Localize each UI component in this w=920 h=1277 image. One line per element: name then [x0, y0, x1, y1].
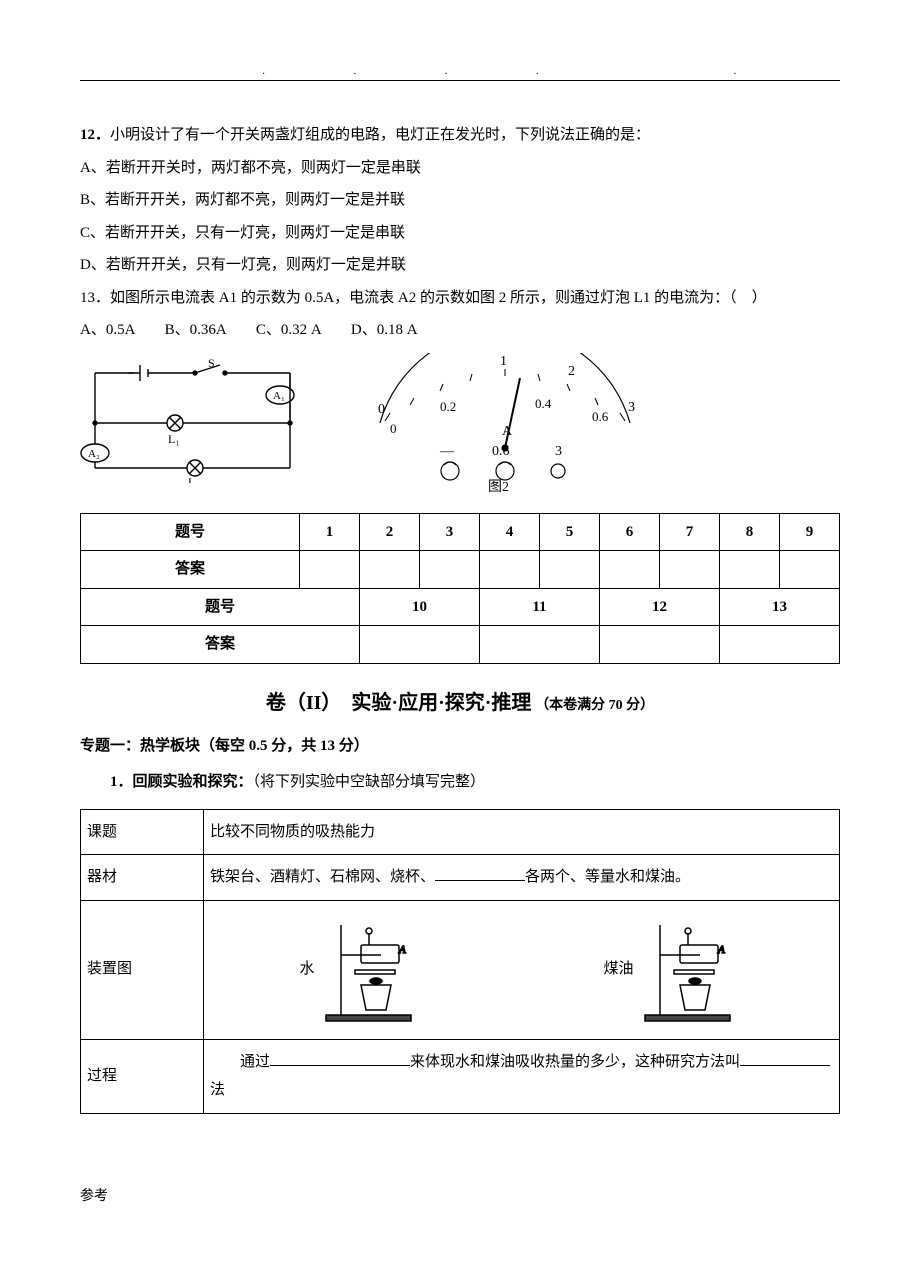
dial-scale-0a: 0: [378, 402, 385, 417]
ag-c7: 7: [659, 513, 719, 551]
blank-1: [435, 865, 525, 881]
q12-text: 小明设计了有一个开关两盏灯组成的电路，电灯正在发光时，下列说法正确的是：: [110, 127, 650, 143]
exp-r3-label: 装置图: [81, 900, 204, 1039]
exp-r1-label: 课题: [81, 809, 204, 855]
dial-lower-3: 3: [555, 444, 562, 459]
q12-choice-d: D、若断开开关，只有一灯亮，则两灯一定是并联: [80, 251, 840, 280]
apparatus-left-icon: A: [321, 915, 431, 1025]
exp-r4-label: 过程: [81, 1039, 204, 1113]
ag-c5: 5: [539, 513, 599, 551]
exp-r4-suffix: 法: [210, 1082, 225, 1098]
apparatus-right-label: 煤油: [603, 955, 633, 984]
ag-r4-label: 答案: [81, 626, 360, 664]
q13-choices: A、0.5A B、0.36A C、0.32 A D、0.18 A: [80, 316, 840, 345]
ag-r3-label: 题号: [81, 588, 360, 626]
q1-tail: （将下列实验中空缺部分填写完整）: [253, 774, 486, 790]
q1-number: 1．: [110, 774, 133, 790]
figure-row: S A₁ A₂ L₁ L₂: [80, 353, 840, 493]
dial-a-label: A: [502, 424, 513, 439]
dial-mid-06: 0.6: [592, 409, 609, 424]
topic1-q1: 1．回顾实验和探究：（将下列实验中空缺部分填写完整）: [80, 768, 840, 797]
exp-r2-label: 器材: [81, 855, 204, 901]
q13-number: 13．: [80, 290, 110, 306]
exp-r2-suffix: 各两个、等量水和煤油。: [525, 869, 690, 885]
ammeter1-label: A₁: [273, 390, 285, 402]
dial-lower-06: 0.6: [492, 444, 510, 459]
svg-text:A: A: [398, 944, 406, 956]
ag-r1-label: 题号: [81, 513, 300, 551]
section2-sub: （本卷满分 70 分）: [535, 698, 654, 713]
ag-c8: 8: [719, 513, 779, 551]
q12-choice-b: B、若断开开关，两灯都不亮，则两灯一定是并联: [80, 186, 840, 215]
ag-blank: [299, 551, 359, 589]
dial-mid-04: 0.4: [535, 396, 552, 411]
ag-c13: 13: [719, 588, 839, 626]
ag-c9: 9: [779, 513, 839, 551]
lamp1-label: L₁: [168, 432, 180, 446]
dial-mid-02: 0.2: [440, 399, 456, 414]
apparatus-right-icon: A: [640, 915, 750, 1025]
ag-c3: 3: [419, 513, 479, 551]
ag-c6: 6: [599, 513, 659, 551]
ag-c11: 11: [479, 588, 599, 626]
dial-lower-dash: —: [439, 444, 455, 459]
ag-c12: 12: [599, 588, 719, 626]
footer-note: 参考: [80, 1184, 840, 1211]
exp-r2-value: 铁架台、酒精灯、石棉网、烧杯、 各两个、等量水和煤油。: [204, 855, 840, 901]
ammeter-dial: 0 1 2 3 0.2 0.4 0.6 0 A — 0.6 3 图2: [340, 353, 660, 493]
exp-r4-prefix: 通过: [240, 1054, 270, 1070]
ammeter2-label: A₂: [88, 448, 100, 460]
section2-main: 卷（II） 实验·应用·探究·推理: [266, 692, 532, 714]
blank-3: [740, 1050, 830, 1066]
q1-stem: 回顾实验和探究：: [133, 774, 253, 790]
circuit-diagram: S A₁ A₂ L₁ L₂: [80, 353, 310, 483]
ag-c10: 10: [359, 588, 479, 626]
exp-r4-value: 通过 来体现水和煤油吸收热量的多少，这种研究方法叫法: [204, 1039, 840, 1113]
q13-stem: 13．如图所示电流表 A1 的示数为 0.5A，电流表 A2 的示数如图 2 所…: [80, 284, 840, 313]
ag-c2: 2: [359, 513, 419, 551]
topic1-header: 专题一：热学板块（每空 0.5 分，共 13 分）: [80, 732, 840, 761]
q12-choice-a: A、若断开开关时，两灯都不亮，则两灯一定是串联: [80, 154, 840, 183]
exp-r4-mid: 来体现水和煤油吸收热量的多少，这种研究方法叫: [410, 1054, 740, 1070]
ag-r2-label: 答案: [81, 551, 300, 589]
answer-grid: 题号 1 2 3 4 5 6 7 8 9 答案 题号 10 11 12 13 答…: [80, 513, 840, 664]
apparatus-left-label: 水: [299, 955, 314, 984]
lamp2-label: L₂: [188, 475, 200, 483]
dial-scale-3: 3: [628, 400, 635, 415]
switch-label: S: [208, 356, 215, 370]
experiment-table: 课题 比较不同物质的吸热能力 器材 铁架台、酒精灯、石棉网、烧杯、 各两个、等量水…: [80, 809, 840, 1114]
dial-caption: 图2: [488, 480, 509, 493]
ag-c1: 1: [299, 513, 359, 551]
section2-title: 卷（II） 实验·应用·探究·推理 （本卷满分 70 分）: [80, 684, 840, 722]
q12-stem: 12．小明设计了有一个开关两盏灯组成的电路，电灯正在发光时，下列说法正确的是：: [80, 121, 840, 150]
header-rule: . . . . .: [80, 60, 840, 81]
exp-r2-prefix: 铁架台、酒精灯、石棉网、烧杯、: [210, 869, 435, 885]
q13-text: 如图所示电流表 A1 的示数为 0.5A，电流表 A2 的示数如图 2 所示，则…: [110, 290, 767, 306]
blank-2: [270, 1050, 410, 1066]
dial-scale-2: 2: [568, 364, 575, 379]
ag-c4: 4: [479, 513, 539, 551]
exp-r3-value: 水 A: [204, 900, 840, 1039]
dial-scale-0b: 0: [390, 421, 397, 436]
exp-r1-value: 比较不同物质的吸热能力: [204, 809, 840, 855]
svg-text:A: A: [717, 944, 725, 956]
q12-number: 12．: [80, 127, 110, 143]
dial-scale-1: 1: [500, 354, 507, 369]
q12-choice-c: C、若断开开关，只有一灯亮，则两灯一定是串联: [80, 219, 840, 248]
